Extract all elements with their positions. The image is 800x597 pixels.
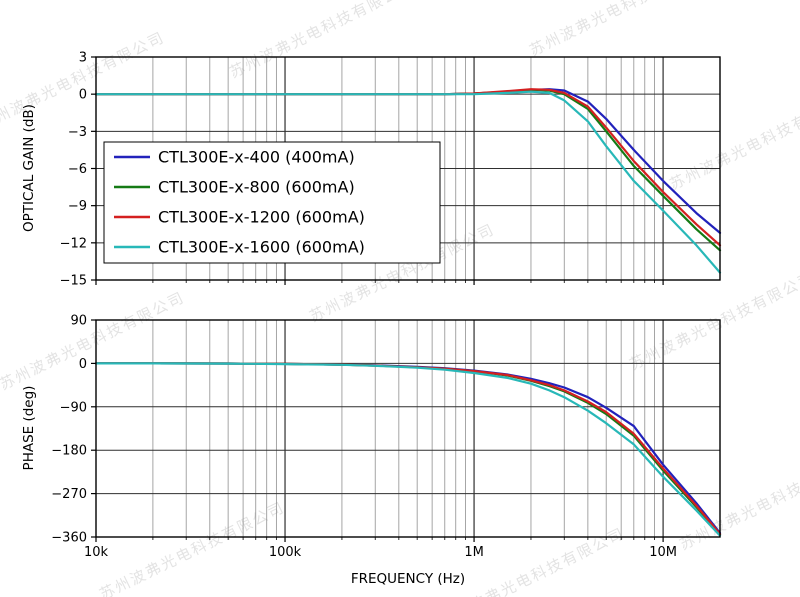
x-tick-label: 100k: [269, 545, 302, 560]
y-tick-label: 90: [70, 314, 87, 329]
series-line: [94, 362, 722, 536]
y-tick-label: −9: [68, 199, 87, 214]
legend-label: CTL300E-x-800 (600mA): [158, 178, 355, 197]
y-tick-label: 3: [79, 51, 87, 66]
x-axis-label: FREQUENCY (Hz): [350, 571, 466, 587]
x-tick-label: 10M: [649, 545, 677, 560]
y-tick-label: 0: [79, 357, 87, 372]
legend-label: CTL300E-x-400 (400mA): [158, 148, 355, 167]
y-tick-label: −90: [60, 400, 87, 415]
legend-label: CTL300E-x-1600 (600mA): [158, 238, 365, 257]
series-line: [94, 362, 722, 536]
series-lines: [94, 362, 722, 537]
legend-label: CTL300E-x-1200 (600mA): [158, 208, 365, 227]
x-tick-label: 1M: [464, 545, 484, 560]
plot-frame: [95, 319, 721, 538]
y-tick-label: 0: [79, 88, 87, 103]
legend: CTL300E-x-400 (400mA) CTL300E-x-800 (600m…: [103, 141, 441, 264]
y-tick-label: −180: [51, 444, 87, 459]
y-tick-label: −15: [60, 274, 87, 289]
series-line: [94, 362, 722, 535]
series-line: [94, 362, 722, 537]
series-lines: [94, 88, 722, 274]
y-tick-label: −270: [51, 487, 87, 502]
x-tick-label: 10k: [84, 545, 109, 560]
gain-y-axis-label: OPTICAL GAIN (dB): [21, 104, 37, 232]
tick-labels: 3 0 −3 −6 −9 −12 −15: [60, 51, 664, 289]
series-line: [94, 90, 722, 274]
y-tick-label: −12: [60, 236, 87, 251]
phase-y-axis-label: PHASE (deg): [21, 385, 37, 471]
y-tick-label: −3: [68, 125, 87, 140]
y-tick-label: −360: [51, 531, 87, 546]
legend-box: [103, 141, 441, 264]
y-tick-label: −6: [68, 162, 87, 177]
